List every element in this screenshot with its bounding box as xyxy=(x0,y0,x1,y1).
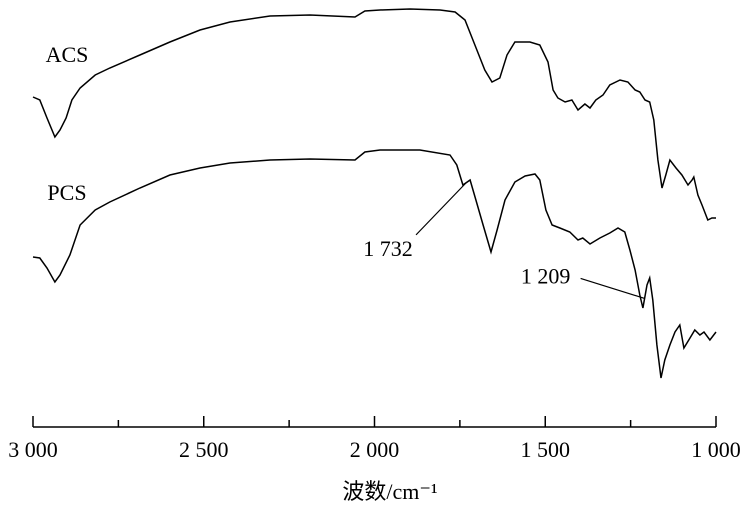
annotation-label: 1 732 xyxy=(363,236,413,261)
series-label: ACS xyxy=(46,42,89,67)
spectrum-line xyxy=(32,8,716,222)
x-tick-label: 1 000 xyxy=(691,437,741,462)
x-tick-label: 2 000 xyxy=(350,437,400,462)
x-tick-label: 1 500 xyxy=(521,437,571,462)
annotation-label: 1 209 xyxy=(521,263,571,288)
x-axis-label: 波数/cm⁻¹ xyxy=(342,479,437,504)
x-tick-label: 3 000 xyxy=(8,437,58,462)
annotation-leader xyxy=(580,277,645,299)
x-tick-label: 2 500 xyxy=(179,437,229,462)
series-label: PCS xyxy=(47,180,86,205)
annotation-leader xyxy=(415,182,467,236)
spectrum-line xyxy=(32,149,717,379)
